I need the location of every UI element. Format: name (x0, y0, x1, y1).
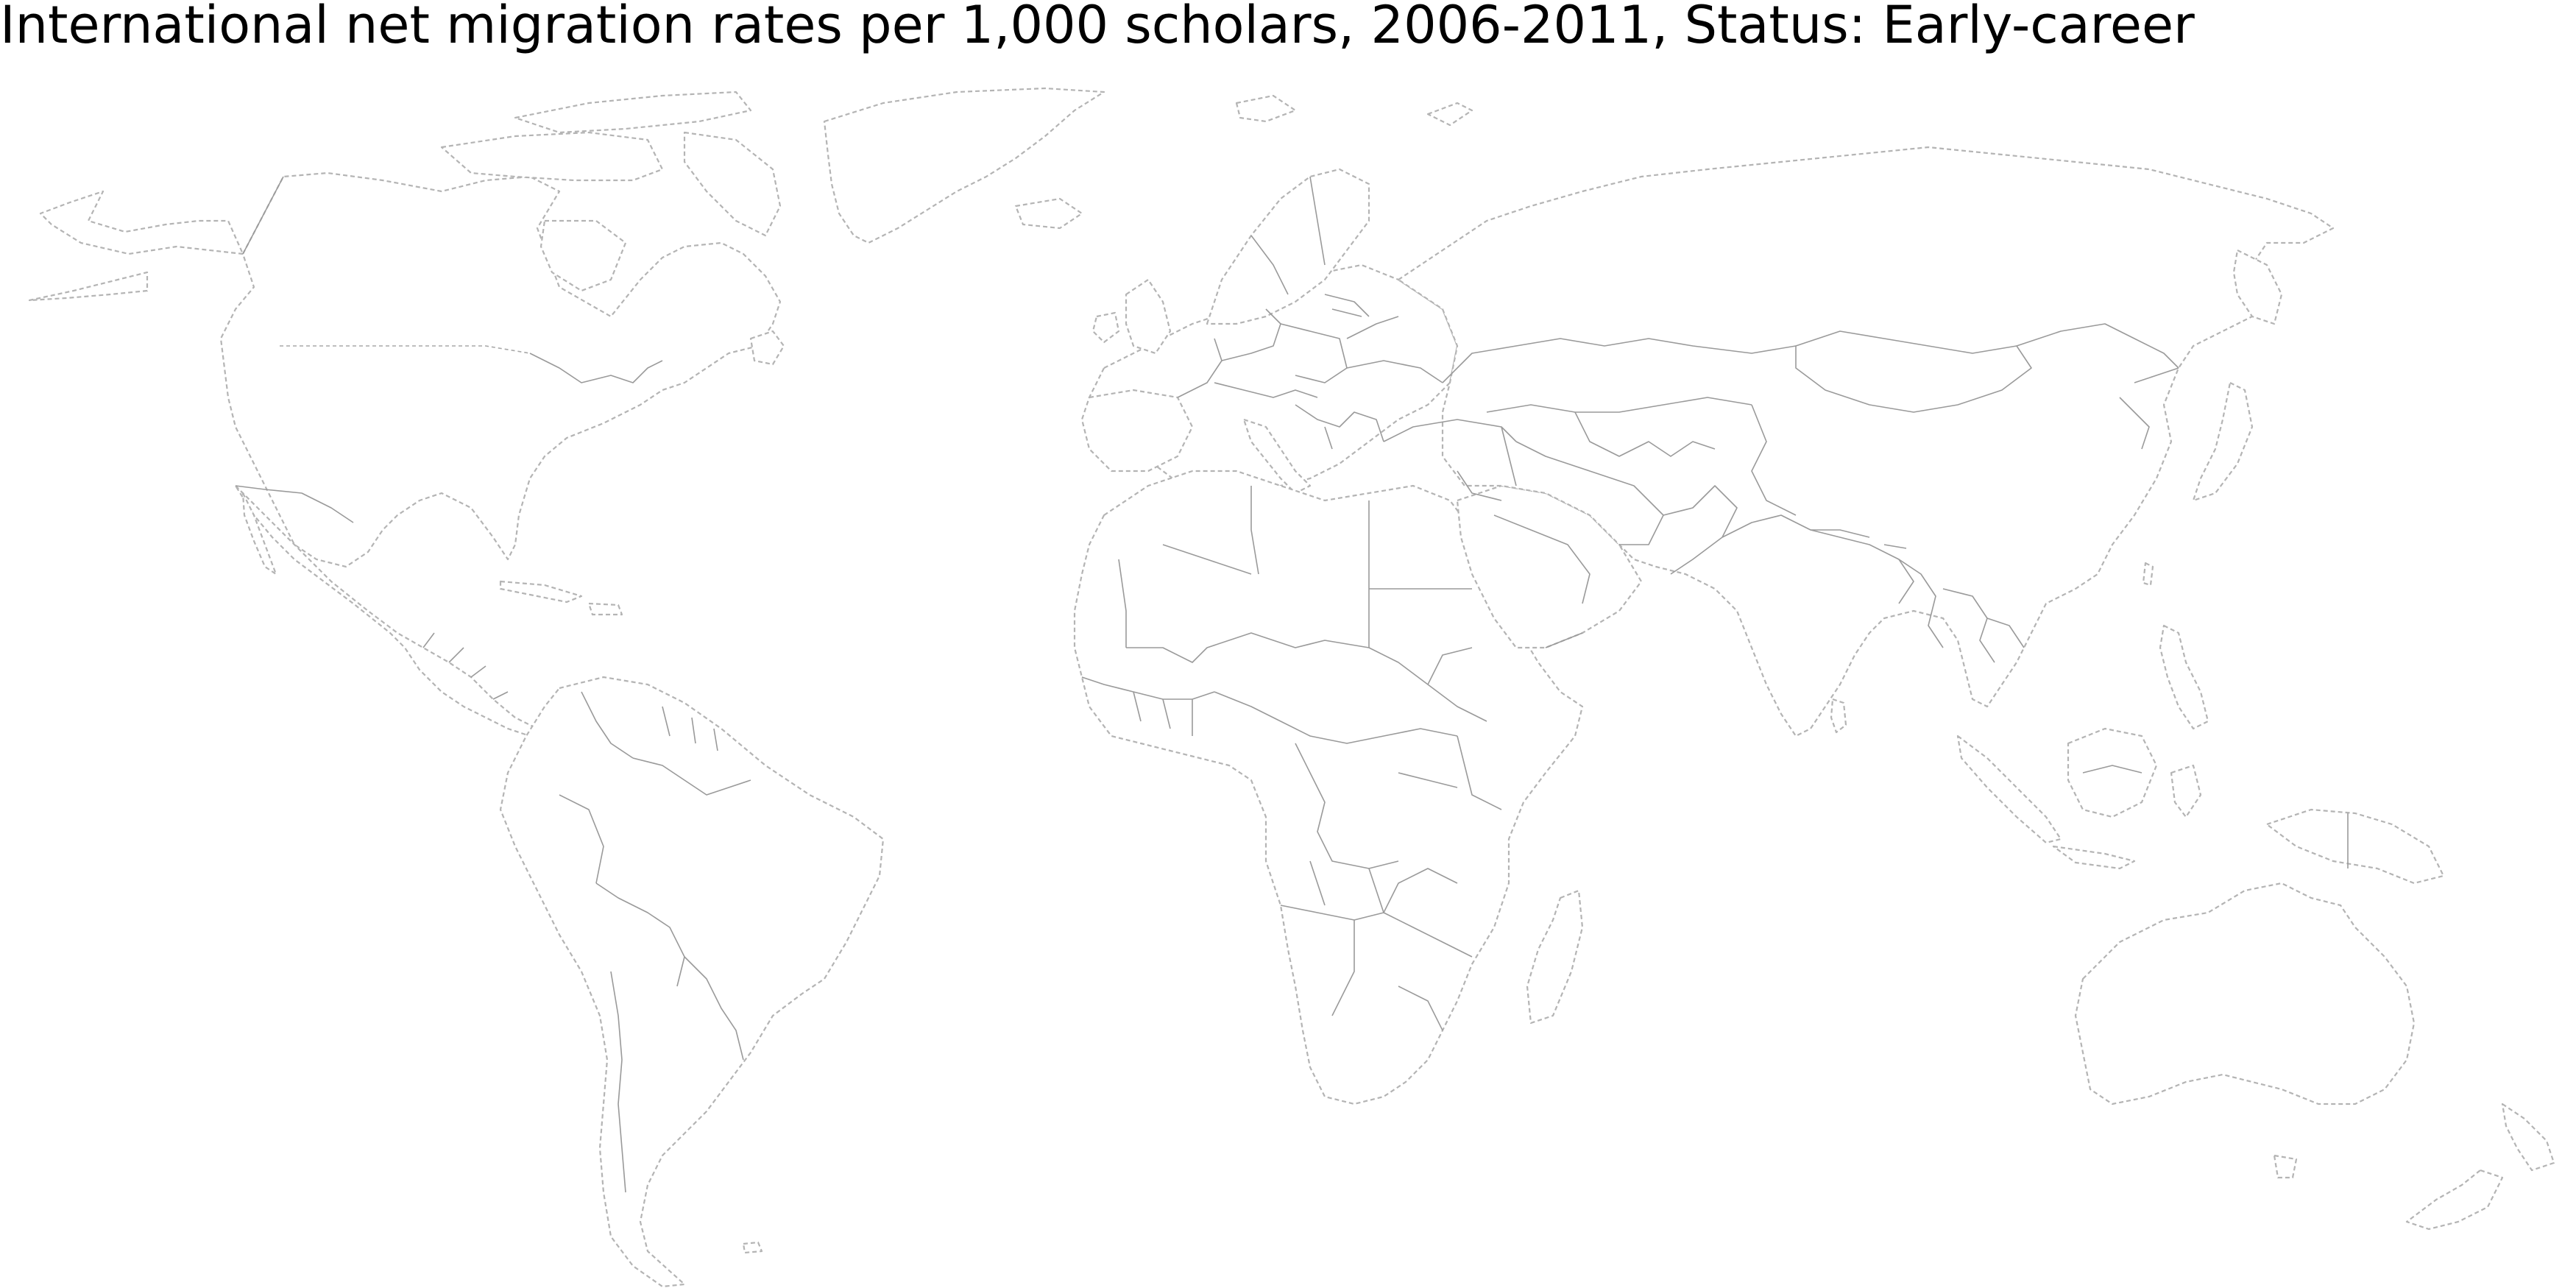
border-baltics (1324, 294, 1370, 317)
border-saudi (1493, 514, 1590, 648)
border-alps (1214, 382, 1318, 398)
iberia (1080, 389, 1194, 473)
landmasses (28, 87, 2555, 1288)
border-mongolia (1795, 330, 2032, 413)
border-indochina (1942, 588, 2025, 663)
border-bangladesh-myanmar (1898, 559, 1944, 648)
border-great-lakes (529, 353, 663, 383)
italy (1242, 418, 1312, 495)
border-china-korea (2119, 367, 2179, 450)
falklands (742, 1241, 763, 1254)
border-borneo (2082, 765, 2142, 774)
baja-california (241, 492, 277, 576)
ireland (1091, 311, 1120, 344)
border-russia-kazakhstan (1442, 338, 1797, 383)
border-turkey (1383, 419, 1517, 442)
africa (1073, 470, 1584, 1105)
border-ukraine (1346, 316, 1443, 383)
border-west-africa (1081, 676, 1215, 736)
border-colombia-venezuela (581, 691, 634, 759)
greenland (823, 87, 1105, 244)
border-china-russia-east (2016, 323, 2179, 369)
taiwan (2142, 562, 2154, 587)
border-angola-zambia (1309, 860, 1458, 913)
new-zealand-north (2501, 1103, 2555, 1172)
map-title: International net migration rates per 1,… (0, 0, 2195, 55)
border-alaska-canada (242, 176, 284, 255)
sumatra (1956, 735, 2062, 844)
border-china-west (1751, 404, 1797, 516)
border-afghanistan-pakistan (1663, 485, 1738, 575)
philippines (2159, 624, 2209, 730)
border-east-africa (1398, 735, 1502, 810)
border-paraguay-uruguay (684, 956, 744, 1061)
border-bolivia (595, 882, 685, 987)
iceland (1014, 197, 1083, 230)
border-france (1177, 338, 1222, 398)
border-poland (1280, 323, 1348, 383)
java (2052, 845, 2136, 870)
border-central-asia (1574, 411, 1716, 457)
central-america (234, 484, 539, 737)
victoria-island (539, 219, 627, 292)
new-zealand-south (2405, 1169, 2504, 1231)
border-central-africa (1214, 691, 1458, 744)
sri-lanka (1830, 698, 1847, 734)
border-kazakhstan-south (1486, 397, 1752, 413)
madagascar (1526, 889, 1584, 1025)
new-guinea (2265, 808, 2445, 885)
border-nepal-bhutan (1811, 529, 1907, 549)
asia (1397, 146, 2335, 737)
border-scandinavia (1250, 176, 1326, 295)
arctic-archipelago (440, 131, 664, 182)
novaya-zemlya (1426, 102, 1473, 127)
border-usa-mexico (235, 485, 354, 523)
svalbard (1235, 94, 1297, 123)
great-britain (1125, 278, 1172, 355)
hispaniola (587, 602, 623, 616)
sulawesi (2170, 764, 2202, 818)
border-sudan-ethiopia (1368, 647, 1487, 722)
japan (2192, 381, 2254, 502)
australia (2074, 882, 2416, 1105)
country-borders (235, 176, 2349, 1193)
kamchatka (2232, 249, 2283, 325)
south-america (499, 676, 885, 1288)
border-central-america (422, 632, 509, 700)
border-north-africa (1162, 486, 1370, 648)
alaska (39, 190, 244, 255)
borneo (2067, 727, 2158, 818)
border-germany (1221, 308, 1281, 361)
cuba (499, 580, 583, 604)
baffin-island (683, 131, 782, 237)
border-brazil-west (632, 757, 751, 796)
tasmania (2273, 1154, 2298, 1179)
border-india (1722, 514, 1914, 604)
border-iraq-syria (1457, 426, 1517, 501)
north-america (219, 171, 782, 568)
border-peru-brazil (559, 794, 604, 884)
border-iran (1515, 441, 1664, 545)
arctic-islands-north (514, 91, 752, 134)
border-canada-usa (280, 345, 531, 354)
border-sahel (1118, 559, 1370, 663)
border-balkans (1295, 404, 1384, 450)
border-guianas (662, 706, 718, 751)
alaska-peninsula (28, 271, 149, 302)
newfoundland (749, 330, 785, 366)
border-chile-argentina (610, 971, 626, 1193)
